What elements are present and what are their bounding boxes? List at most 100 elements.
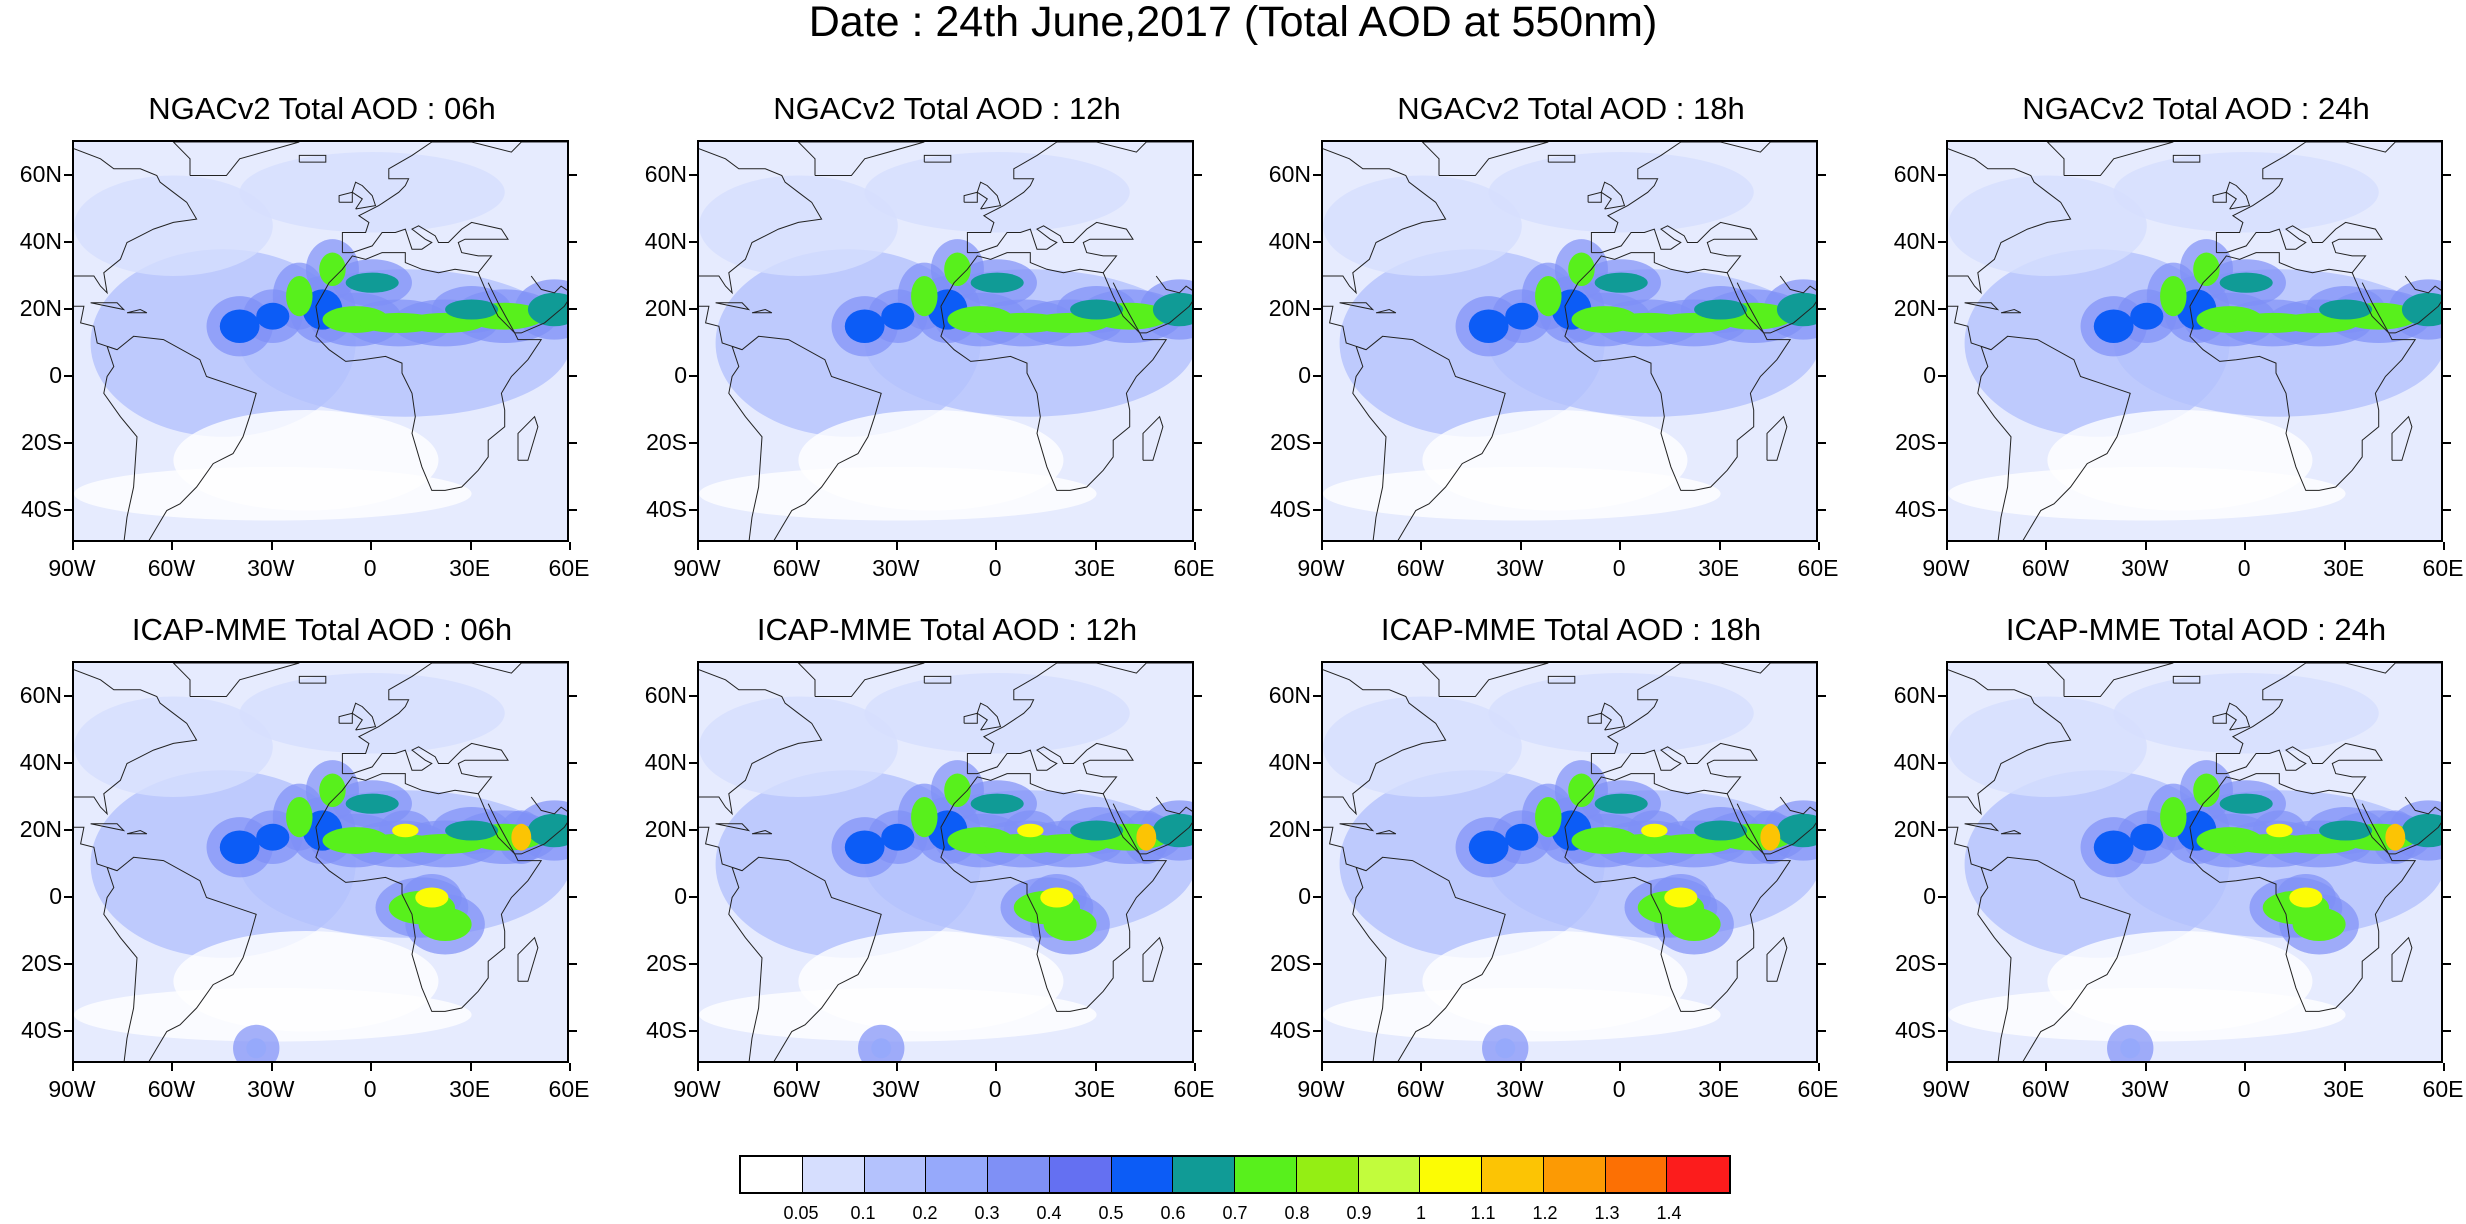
aod-plume-core	[1136, 823, 1157, 851]
coastline	[2404, 275, 2441, 294]
lon-tick	[2443, 542, 2445, 550]
lat-tick	[689, 761, 697, 764]
lon-tick	[469, 1063, 472, 1071]
coastline	[2046, 663, 2174, 697]
lat-label: 40S	[1895, 495, 1936, 522]
lon-tick	[2144, 542, 2147, 550]
colorbar-box	[864, 1157, 927, 1192]
coastline	[341, 142, 567, 253]
lon-label: 30E	[1074, 555, 1116, 581]
lat-tick	[689, 828, 697, 831]
lat-tick	[64, 240, 72, 243]
coastline	[315, 773, 543, 1012]
lat-tick	[1313, 962, 1321, 965]
aod-plume-core	[345, 793, 399, 814]
lat-tick	[64, 694, 72, 697]
coastline	[976, 181, 1002, 210]
panel-title: NGACv2 Total AOD : 18h	[1397, 91, 1745, 126]
coastline	[487, 803, 567, 855]
panel-title: NGACv2 Total AOD : 24h	[2022, 91, 2370, 126]
lat-tick	[2443, 240, 2451, 243]
colorbar-tick-label: 0.9	[1346, 1203, 1372, 1223]
lat-tick	[1938, 895, 1946, 898]
lat-tick	[1818, 761, 1826, 764]
colorbar-tick-label: 1.4	[1656, 1203, 1682, 1223]
coastline	[338, 191, 353, 203]
lon-tick	[1519, 1063, 1522, 1071]
lat-tick	[1194, 694, 1202, 697]
coastline	[1421, 142, 1549, 176]
coastline	[530, 275, 567, 294]
coastline	[1547, 154, 1576, 163]
lon-label: 90W	[48, 555, 96, 581]
lat-tick	[1938, 374, 1946, 377]
lat-label: 0	[674, 882, 687, 909]
lat-label: 40N	[19, 748, 62, 775]
lat-tick	[2443, 694, 2451, 697]
lat-tick	[1194, 508, 1202, 511]
lon-tick	[1519, 542, 1522, 550]
coastline	[923, 154, 952, 163]
lon-label: 30E	[2323, 1076, 2365, 1102]
lon-tick	[2244, 542, 2247, 550]
coastline	[2189, 773, 2417, 1012]
coastline	[298, 154, 327, 163]
lat-tick	[1938, 694, 1946, 697]
map-area	[1321, 140, 1818, 542]
coastline	[728, 856, 882, 1061]
aod-plume-core	[1568, 252, 1595, 287]
panel-title: NGACv2 Total AOD : 12h	[773, 91, 1121, 126]
coastline	[2212, 191, 2227, 203]
lat-tick	[64, 761, 72, 764]
lat-tick	[64, 374, 72, 377]
coastline	[967, 221, 1134, 274]
coastline	[1948, 148, 2072, 295]
coastline	[2189, 252, 2417, 491]
lon-tick	[2343, 542, 2346, 550]
coastline	[517, 936, 539, 982]
aod-map	[699, 663, 1192, 1061]
lon-label: 0	[988, 555, 1002, 581]
aod-plume-core	[911, 797, 938, 838]
lat-tick	[2443, 307, 2451, 310]
lon-label: 90W	[673, 1076, 721, 1102]
aod-plume-core	[844, 309, 885, 343]
lat-tick	[2443, 761, 2451, 764]
aod-plume-core	[2401, 292, 2441, 327]
coastline	[2046, 142, 2174, 176]
coastline	[2212, 712, 2227, 724]
lon-tick	[1946, 542, 1948, 550]
coastline	[1977, 335, 2131, 540]
coastline	[1766, 936, 1788, 982]
lon-label: 60E	[548, 555, 590, 581]
aod-haze-region	[239, 152, 505, 233]
aod-plume-core	[445, 820, 499, 841]
colorbar-box	[1543, 1157, 1606, 1192]
aod-plume-core	[2219, 793, 2273, 814]
lat-tick	[569, 828, 577, 831]
aod-plume-core	[1776, 292, 1816, 327]
colorbar-tick-label: 0.6	[1160, 1203, 1186, 1223]
colorbar-box	[802, 1157, 865, 1192]
coastline	[1352, 856, 1506, 1061]
lat-tick	[1194, 240, 1202, 243]
aod-plume-core	[2193, 773, 2220, 808]
lat-tick	[569, 374, 577, 377]
lon-tick	[1818, 542, 1820, 550]
lat-tick	[1194, 828, 1202, 831]
coastline	[1736, 803, 1816, 855]
lon-label: 60E	[548, 1076, 590, 1102]
coastline	[1590, 663, 1816, 774]
lat-tick	[1313, 307, 1321, 310]
lon-label: 0	[1612, 1076, 1626, 1102]
aod-plume-core	[256, 823, 290, 851]
aod-plume-core	[1694, 820, 1748, 841]
lon-label: 30W	[2121, 555, 2169, 581]
aod-plume-core	[286, 797, 313, 838]
map-panel-icap-mme-12h: ICAP-MME Total AOD : 12h 60N 40N 20N 0 20S 40S…	[645, 613, 1215, 1105]
coastline	[1155, 275, 1192, 294]
coastline	[351, 702, 377, 731]
lat-label: 60N	[1268, 160, 1311, 187]
lat-label: 20N	[1268, 815, 1311, 842]
lon-tick	[1946, 1063, 1948, 1071]
